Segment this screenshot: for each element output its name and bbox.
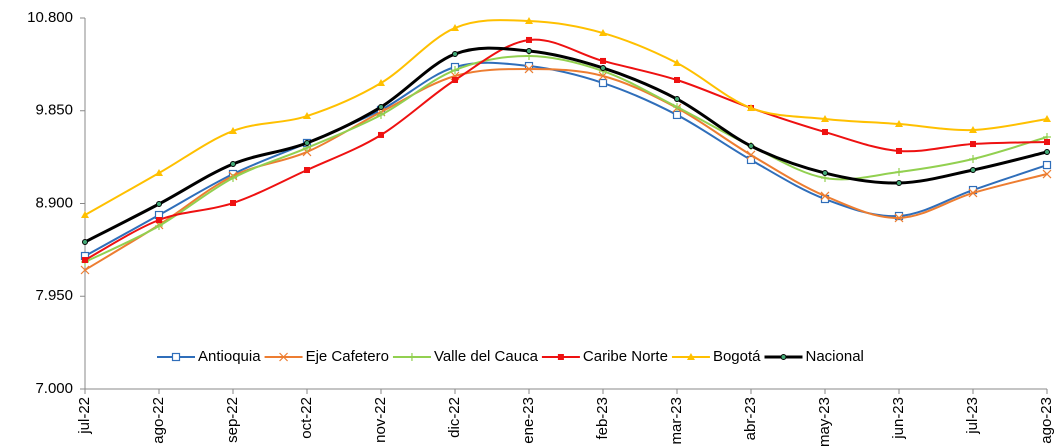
legend-marker — [171, 352, 181, 362]
x-tick-label: feb-23 — [594, 397, 611, 440]
data-point — [896, 179, 902, 186]
y-tick-label: 9.850 — [35, 102, 73, 119]
series-line — [84, 67, 1048, 271]
data-point — [526, 47, 532, 54]
legend-label: Caribe Norte — [583, 348, 668, 365]
data-point — [452, 76, 458, 83]
legend-marker — [557, 354, 564, 360]
data-point — [746, 155, 756, 165]
x-tick-label: sep-22 — [224, 397, 241, 443]
x-tick-label: may-23 — [816, 397, 833, 447]
legend-marker — [279, 352, 288, 362]
data-point — [451, 66, 459, 75]
data-point — [822, 129, 828, 136]
data-point — [599, 29, 607, 37]
data-point — [820, 191, 830, 201]
y-tick-label: 8.900 — [35, 194, 73, 211]
data-point — [969, 154, 977, 163]
legend-label: Bogotá — [713, 348, 761, 365]
data-point — [156, 216, 162, 223]
data-point — [970, 141, 976, 148]
x-tick-label: ago-23 — [1038, 397, 1055, 444]
y-tick-label: 10.800 — [27, 9, 73, 26]
data-point — [598, 71, 608, 81]
data-point — [525, 17, 533, 25]
x-tick-label: jun-23 — [890, 397, 907, 440]
data-point — [747, 104, 755, 112]
data-point — [821, 114, 829, 122]
data-point — [229, 126, 237, 134]
data-point — [155, 221, 163, 230]
x-tick-label: jul-23 — [964, 397, 981, 435]
legend-label: Nacional — [806, 348, 864, 365]
data-point — [1043, 114, 1051, 122]
data-point — [1044, 138, 1050, 145]
y-tick-label: 7.000 — [35, 380, 73, 397]
data-point — [672, 110, 682, 120]
series-line — [84, 61, 1048, 257]
data-point — [156, 200, 162, 207]
data-point — [895, 120, 903, 128]
legend-label: Eje Cafetero — [306, 348, 389, 365]
legend-marker — [780, 354, 787, 360]
legend: Antioquia Eje Cafetero Valle del Cauca Cari… — [157, 348, 864, 365]
data-point — [82, 238, 88, 245]
legend-label: Valle del Cauca — [434, 348, 539, 365]
data-point — [80, 265, 90, 275]
data-point — [81, 211, 89, 219]
data-point — [674, 76, 680, 83]
data-point — [230, 200, 236, 207]
data-point — [82, 257, 88, 264]
data-point — [746, 150, 756, 160]
data-point — [377, 110, 385, 119]
x-tick-label: abr-23 — [742, 397, 759, 440]
data-point — [526, 36, 532, 43]
data-point — [822, 170, 828, 177]
data-point — [229, 174, 237, 183]
legend-marker — [407, 353, 416, 361]
data-point — [894, 211, 904, 221]
data-point — [378, 104, 384, 111]
data-point — [304, 167, 310, 174]
x-tick-label: oct-22 — [298, 397, 315, 439]
data-point — [378, 131, 384, 138]
data-point — [451, 23, 459, 31]
data-point — [1044, 148, 1050, 155]
series-line — [84, 38, 1048, 261]
series-line — [84, 54, 1048, 263]
data-point — [748, 142, 754, 149]
data-point — [970, 167, 976, 174]
data-point — [673, 103, 681, 112]
data-point — [304, 139, 310, 146]
data-point — [1042, 160, 1052, 170]
series-line — [84, 19, 1048, 216]
legend-label: Antioquia — [198, 348, 261, 365]
x-tick-label: nov-22 — [372, 397, 389, 443]
data-point — [968, 188, 978, 198]
data-point — [230, 160, 236, 167]
data-point — [600, 64, 606, 71]
y-tick-label: 7.950 — [35, 287, 73, 304]
data-point — [673, 59, 681, 67]
data-point — [598, 78, 608, 88]
data-point — [452, 51, 458, 58]
x-tick-label: ene-23 — [520, 397, 537, 444]
x-tick-label: ago-22 — [150, 397, 167, 444]
x-tick-label: mar-23 — [668, 397, 685, 445]
data-point — [600, 57, 606, 64]
data-point — [524, 64, 534, 74]
data-point — [674, 96, 680, 103]
x-tick-label: dic-22 — [446, 397, 463, 438]
data-point — [969, 125, 977, 133]
data-point — [1042, 169, 1052, 179]
data-point — [895, 167, 903, 176]
legend-marker — [686, 353, 695, 360]
data-point — [303, 112, 311, 120]
data-point — [894, 213, 904, 223]
data-point — [896, 147, 902, 154]
data-point — [377, 79, 385, 87]
x-tick-label: jul-22 — [76, 397, 93, 435]
data-point — [155, 169, 163, 177]
